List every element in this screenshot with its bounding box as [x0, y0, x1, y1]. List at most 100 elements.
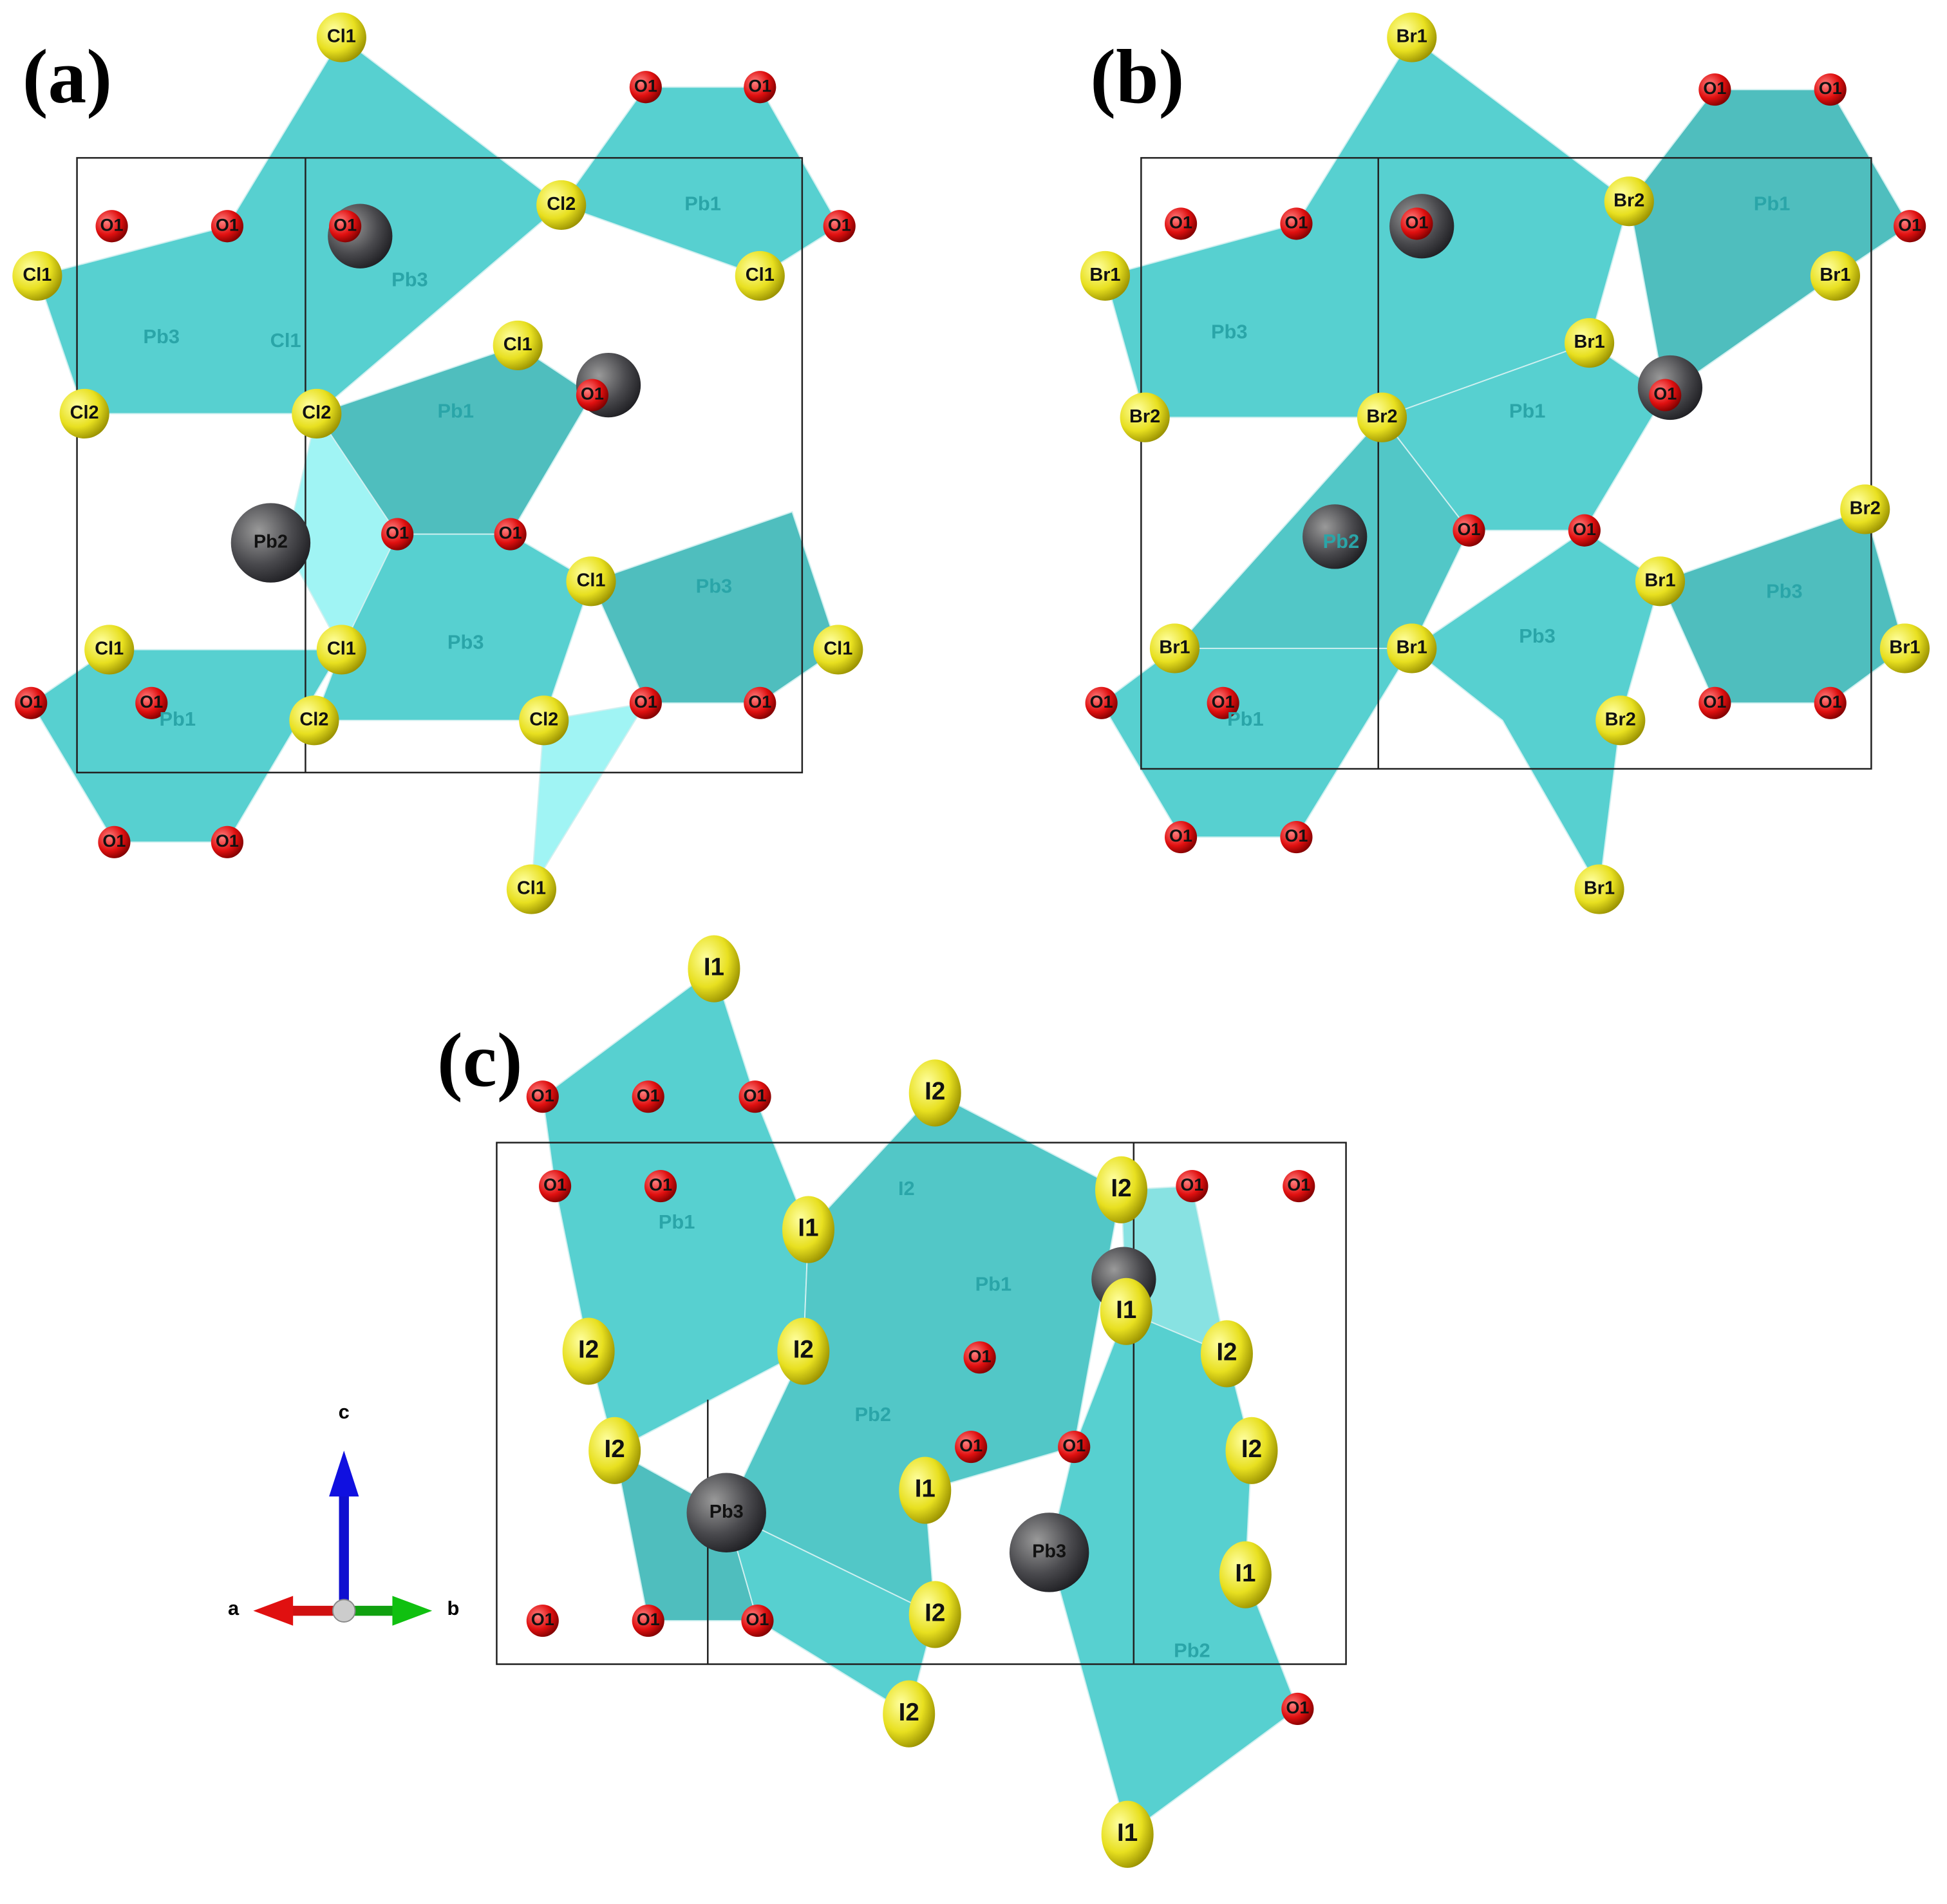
halogen-atom	[316, 12, 366, 62]
halogen-atom	[506, 864, 556, 914]
halogen-atom	[735, 250, 785, 301]
atom-label: I2	[1216, 1339, 1237, 1366]
atom-label: O1	[1573, 520, 1596, 539]
atom-label: Br1	[1159, 637, 1190, 658]
oxygen-atom	[963, 1341, 996, 1374]
atom-label: I2	[925, 1078, 945, 1106]
atom-label: Br1	[1397, 26, 1427, 47]
atom-label: O1	[1284, 826, 1308, 845]
atom-label: O1	[1180, 1175, 1203, 1194]
atom-label: O1	[140, 692, 163, 712]
oxygen-atom	[644, 1169, 677, 1203]
atom-label: Pb2	[254, 532, 288, 552]
halogen-atom	[519, 695, 569, 746]
atom-label: O1	[634, 692, 657, 712]
oxygen-atom	[95, 210, 128, 243]
oxygen-atom	[1165, 821, 1198, 854]
lead-atom	[1009, 1513, 1089, 1592]
atom-label: Br1	[1089, 265, 1120, 285]
oxygen-atom	[738, 1080, 771, 1113]
oxygen-atom	[494, 518, 527, 551]
unit-cell	[1140, 156, 1872, 770]
halogen-atom	[566, 556, 616, 607]
atom-label: Cl2	[529, 709, 558, 730]
atom-label: I2	[899, 1699, 919, 1726]
oxygen-atom	[1400, 207, 1433, 240]
polyhedra	[30, 36, 1911, 1836]
atom-label: I2	[1241, 1435, 1262, 1463]
halogen-atom	[1120, 392, 1170, 442]
atom-label: Br2	[1850, 498, 1881, 519]
oxygen-atom	[1085, 686, 1118, 719]
oxygen-atom	[1280, 207, 1313, 240]
atom-label: Cl1	[327, 639, 356, 659]
atom-label: Pb1	[975, 1272, 1012, 1295]
atom-label: Cl2	[299, 709, 328, 730]
halogen-atom	[1387, 12, 1437, 62]
oxygen-atom	[1568, 514, 1601, 547]
atom-label: Cl1	[23, 265, 52, 285]
atom-label: I1	[915, 1475, 936, 1503]
atom-label: Pb3	[1766, 580, 1803, 602]
oxygen-atom	[539, 1169, 572, 1203]
halogen-atom	[493, 320, 543, 370]
atom-label: Pb1	[684, 193, 721, 215]
atom-label: O1	[828, 215, 851, 234]
atom-label: O1	[1405, 213, 1428, 232]
atom-label: O1	[102, 831, 126, 851]
oxygen-atom	[1281, 1692, 1314, 1726]
atom-label: Pb1	[159, 708, 196, 730]
atom-label: Br1	[1889, 637, 1920, 658]
pb-sphere	[1303, 504, 1368, 569]
halogen-atom	[1635, 556, 1686, 607]
c-arrowhead	[329, 1450, 359, 1497]
atom-label: Pb3	[447, 630, 484, 653]
atom-label: Pb3	[696, 575, 733, 598]
atom-label: O1	[1062, 1436, 1086, 1455]
atom-label: I2	[578, 1336, 599, 1364]
iodine-atom	[883, 1680, 936, 1748]
iodine-atom	[782, 1196, 834, 1263]
axis-label: b	[447, 1597, 460, 1619]
oxygen-atom	[1894, 210, 1926, 243]
oxygen-atom	[1280, 821, 1313, 854]
atom-label: O1	[649, 1175, 672, 1194]
polyhedron	[1100, 648, 1413, 838]
atom-label: O1	[499, 523, 522, 543]
atom-label: O1	[216, 215, 239, 234]
atom-label: O1	[746, 1610, 769, 1629]
atom-label: O1	[1898, 215, 1921, 234]
atom-label: Cl1	[577, 570, 606, 590]
atom-label: O1	[531, 1610, 554, 1629]
halogen-atom	[536, 180, 587, 231]
iodine-atom	[588, 1417, 641, 1484]
halogen-atom	[1357, 392, 1407, 442]
atom-label: O1	[334, 215, 357, 234]
polyhedron	[560, 86, 841, 277]
atom-label: I1	[704, 954, 724, 981]
halogen-atom	[1387, 623, 1437, 674]
atom-label: I1	[1116, 1296, 1136, 1324]
axis-label: a	[228, 1597, 240, 1619]
oxygen-atom	[135, 686, 168, 719]
atom-label: Pb2	[854, 1403, 891, 1426]
panel-label: (b)	[1090, 33, 1184, 119]
atom-label: Cl1	[517, 878, 546, 899]
iodine-atom	[688, 935, 740, 1003]
atom-label: O1	[959, 1436, 983, 1455]
atom-label: O1	[1819, 79, 1842, 98]
oxygen-atom	[1698, 686, 1731, 719]
atom-label: Br2	[1605, 709, 1636, 730]
atom-label: O1	[581, 384, 604, 404]
iodine-atom	[1101, 1800, 1154, 1868]
halogen-atom	[1595, 695, 1646, 746]
atom-label: Cl1	[823, 639, 852, 659]
atom-label: O1	[637, 1086, 660, 1105]
atom-label: O1	[1286, 1698, 1309, 1717]
atom-label: O1	[1457, 520, 1480, 539]
atom-label: Br2	[1366, 406, 1397, 427]
atom-label: Cl1	[327, 26, 356, 47]
atom-label: Cl1	[746, 265, 775, 285]
atom-label: Pb2	[1323, 530, 1360, 552]
iodine-atom	[1095, 1156, 1147, 1223]
